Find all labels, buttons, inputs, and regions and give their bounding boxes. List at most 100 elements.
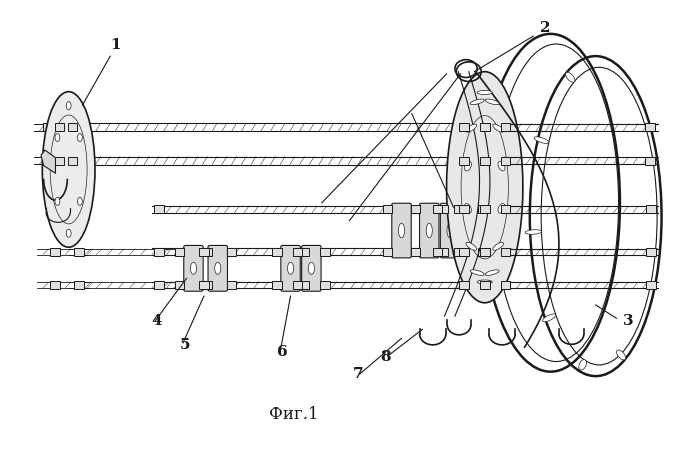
FancyBboxPatch shape — [480, 123, 489, 131]
FancyBboxPatch shape — [226, 248, 236, 256]
Ellipse shape — [493, 242, 503, 250]
Ellipse shape — [447, 72, 523, 303]
FancyBboxPatch shape — [454, 206, 463, 213]
FancyBboxPatch shape — [500, 206, 510, 213]
FancyBboxPatch shape — [50, 248, 59, 256]
FancyBboxPatch shape — [410, 248, 420, 256]
Text: Фиг.1: Фиг.1 — [269, 406, 319, 423]
FancyBboxPatch shape — [458, 248, 468, 256]
FancyBboxPatch shape — [480, 206, 489, 213]
Ellipse shape — [579, 360, 586, 370]
FancyBboxPatch shape — [480, 157, 489, 165]
FancyBboxPatch shape — [175, 281, 185, 289]
Polygon shape — [41, 150, 55, 173]
FancyBboxPatch shape — [419, 203, 439, 258]
Ellipse shape — [565, 72, 575, 82]
Ellipse shape — [426, 223, 432, 238]
FancyBboxPatch shape — [645, 123, 655, 131]
Ellipse shape — [66, 229, 71, 237]
FancyBboxPatch shape — [500, 248, 510, 256]
Ellipse shape — [542, 314, 556, 322]
Ellipse shape — [466, 124, 477, 132]
Text: 6: 6 — [277, 345, 287, 359]
Text: 3: 3 — [624, 314, 634, 328]
FancyBboxPatch shape — [480, 281, 489, 289]
FancyBboxPatch shape — [68, 157, 78, 165]
Ellipse shape — [485, 270, 499, 275]
FancyBboxPatch shape — [302, 245, 321, 291]
Text: 7: 7 — [353, 367, 363, 381]
Text: 4: 4 — [152, 314, 162, 328]
FancyBboxPatch shape — [500, 281, 510, 289]
Ellipse shape — [287, 262, 294, 274]
Ellipse shape — [43, 92, 95, 247]
FancyBboxPatch shape — [461, 203, 480, 258]
FancyBboxPatch shape — [199, 248, 209, 256]
Ellipse shape — [308, 262, 315, 274]
Ellipse shape — [398, 223, 405, 238]
FancyBboxPatch shape — [320, 248, 330, 256]
Ellipse shape — [477, 90, 492, 94]
FancyBboxPatch shape — [433, 206, 442, 213]
FancyBboxPatch shape — [383, 248, 393, 256]
FancyBboxPatch shape — [440, 203, 460, 258]
Ellipse shape — [55, 198, 60, 205]
Ellipse shape — [190, 262, 196, 274]
FancyBboxPatch shape — [320, 281, 330, 289]
FancyBboxPatch shape — [500, 123, 510, 131]
FancyBboxPatch shape — [459, 123, 469, 131]
Ellipse shape — [617, 350, 626, 360]
FancyBboxPatch shape — [50, 281, 59, 289]
FancyBboxPatch shape — [383, 206, 393, 213]
FancyBboxPatch shape — [272, 248, 282, 256]
FancyBboxPatch shape — [479, 248, 488, 256]
Ellipse shape — [55, 134, 60, 142]
FancyBboxPatch shape — [68, 123, 78, 131]
FancyBboxPatch shape — [154, 206, 164, 213]
FancyBboxPatch shape — [459, 206, 469, 213]
Text: 8: 8 — [381, 350, 391, 364]
FancyBboxPatch shape — [410, 206, 420, 213]
FancyBboxPatch shape — [300, 281, 309, 289]
FancyBboxPatch shape — [300, 248, 309, 256]
Ellipse shape — [464, 203, 471, 213]
Ellipse shape — [78, 198, 82, 205]
FancyBboxPatch shape — [500, 157, 510, 165]
FancyBboxPatch shape — [459, 248, 469, 256]
FancyBboxPatch shape — [184, 245, 203, 291]
Ellipse shape — [498, 162, 505, 171]
FancyBboxPatch shape — [55, 123, 64, 131]
Ellipse shape — [485, 99, 499, 105]
FancyBboxPatch shape — [226, 281, 236, 289]
Ellipse shape — [464, 162, 471, 171]
Ellipse shape — [466, 242, 477, 250]
FancyBboxPatch shape — [203, 248, 212, 256]
FancyBboxPatch shape — [281, 245, 301, 291]
FancyBboxPatch shape — [433, 248, 442, 256]
FancyBboxPatch shape — [459, 157, 469, 165]
FancyBboxPatch shape — [154, 281, 164, 289]
FancyBboxPatch shape — [293, 281, 303, 289]
FancyBboxPatch shape — [454, 248, 463, 256]
FancyBboxPatch shape — [647, 206, 656, 213]
FancyBboxPatch shape — [410, 248, 420, 256]
Ellipse shape — [525, 230, 542, 234]
Ellipse shape — [470, 270, 484, 275]
FancyBboxPatch shape — [645, 157, 655, 165]
Ellipse shape — [498, 203, 505, 213]
Ellipse shape — [493, 124, 503, 132]
FancyBboxPatch shape — [480, 248, 489, 256]
FancyBboxPatch shape — [74, 248, 84, 256]
Ellipse shape — [78, 134, 82, 142]
FancyBboxPatch shape — [208, 245, 227, 291]
FancyBboxPatch shape — [154, 248, 164, 256]
Ellipse shape — [470, 99, 484, 105]
FancyBboxPatch shape — [410, 206, 420, 213]
FancyBboxPatch shape — [479, 206, 488, 213]
Text: 5: 5 — [180, 338, 190, 352]
Ellipse shape — [534, 137, 549, 144]
FancyBboxPatch shape — [458, 206, 468, 213]
FancyBboxPatch shape — [459, 281, 469, 289]
FancyBboxPatch shape — [175, 248, 185, 256]
FancyBboxPatch shape — [438, 248, 448, 256]
